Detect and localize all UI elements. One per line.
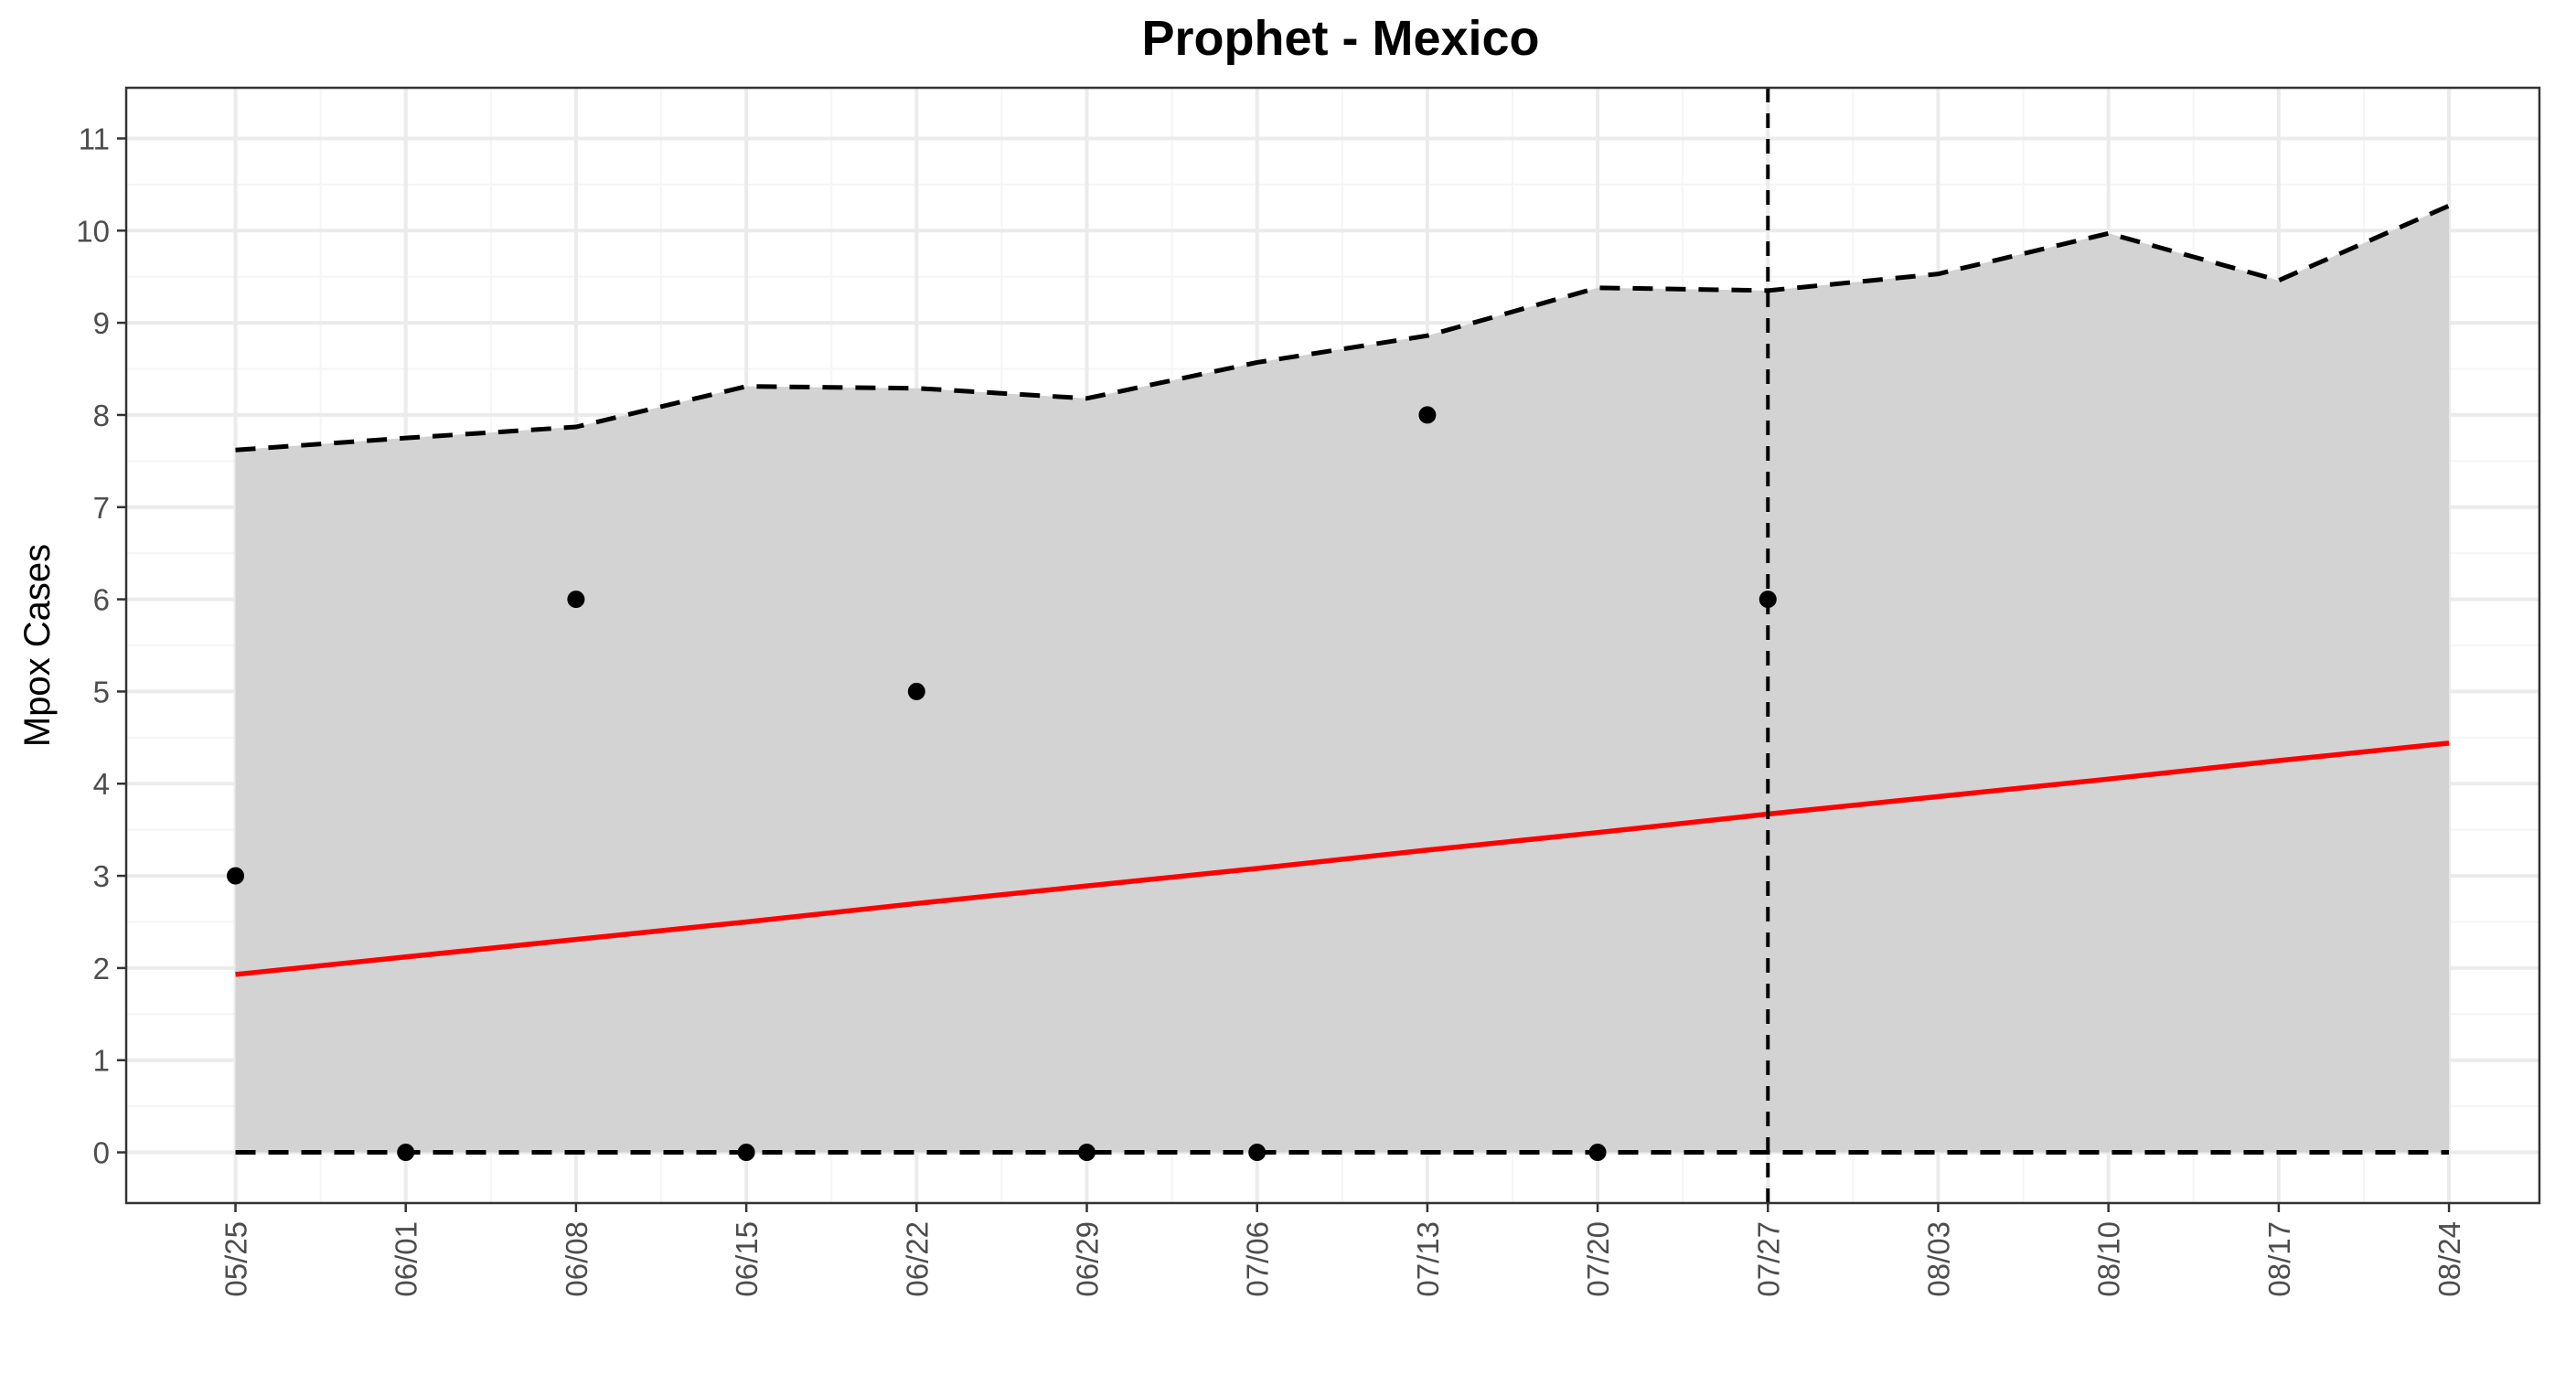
x-tick-label: 07/13 — [1411, 1221, 1445, 1297]
forecast-line-group — [235, 740, 2450, 977]
observed-point — [1248, 1144, 1267, 1162]
observed-point — [907, 682, 925, 700]
x-tick-label: 06/29 — [1071, 1221, 1105, 1297]
y-tick-label: 8 — [93, 399, 110, 432]
x-tick-label: 08/03 — [1922, 1221, 1956, 1297]
y-tick-label: 10 — [76, 214, 110, 248]
y-tick-label: 5 — [93, 675, 110, 708]
y-axis-title: Mpox Cases — [17, 544, 58, 747]
x-tick-label: 07/20 — [1581, 1221, 1615, 1297]
observed-point — [397, 1144, 415, 1162]
observed-point — [567, 591, 585, 609]
y-tick-label: 9 — [93, 306, 110, 340]
observed-point — [1078, 1144, 1096, 1162]
x-tick-label: 08/10 — [2092, 1221, 2126, 1297]
x-tick-label: 07/06 — [1241, 1221, 1275, 1297]
y-tick-label: 7 — [93, 491, 110, 525]
x-tick-label: 06/15 — [730, 1221, 764, 1297]
x-tick-label: 06/01 — [390, 1221, 423, 1297]
x-tick-label: 06/08 — [560, 1221, 593, 1297]
observed-point — [227, 867, 244, 885]
y-tick-label: 1 — [93, 1044, 110, 1078]
y-tick-label: 6 — [93, 583, 110, 617]
y-tick-label: 0 — [93, 1136, 110, 1170]
x-tick-label: 08/24 — [2432, 1221, 2466, 1297]
x-tick-label: 06/22 — [900, 1221, 934, 1297]
y-tick-label: 2 — [93, 952, 110, 985]
observed-points — [227, 406, 1777, 1162]
observed-point — [737, 1144, 755, 1162]
y-tick-label: 11 — [79, 122, 110, 155]
observed-point — [1758, 591, 1777, 609]
y-tick-label: 3 — [93, 859, 110, 893]
x-tick-label: 08/17 — [2262, 1221, 2296, 1297]
x-tick-label: 05/25 — [219, 1221, 253, 1297]
observed-point — [1588, 1144, 1607, 1162]
panel-border — [124, 86, 2541, 1205]
upper-bound-line — [235, 203, 2451, 453]
y-axis: 0 1 2 3 4 5 6 7 8 9 10 11 — [76, 122, 126, 1170]
forecast-line — [235, 740, 2450, 977]
x-axis: 05/25 06/01 06/08 06/15 06/22 06/29 07/06 07/13… — [219, 1203, 2466, 1297]
x-tick-label: 07/27 — [1751, 1221, 1785, 1297]
chart-title: Prophet - Mexico — [1141, 11, 1539, 66]
observed-point — [1418, 406, 1437, 424]
y-tick-label: 4 — [93, 767, 110, 801]
